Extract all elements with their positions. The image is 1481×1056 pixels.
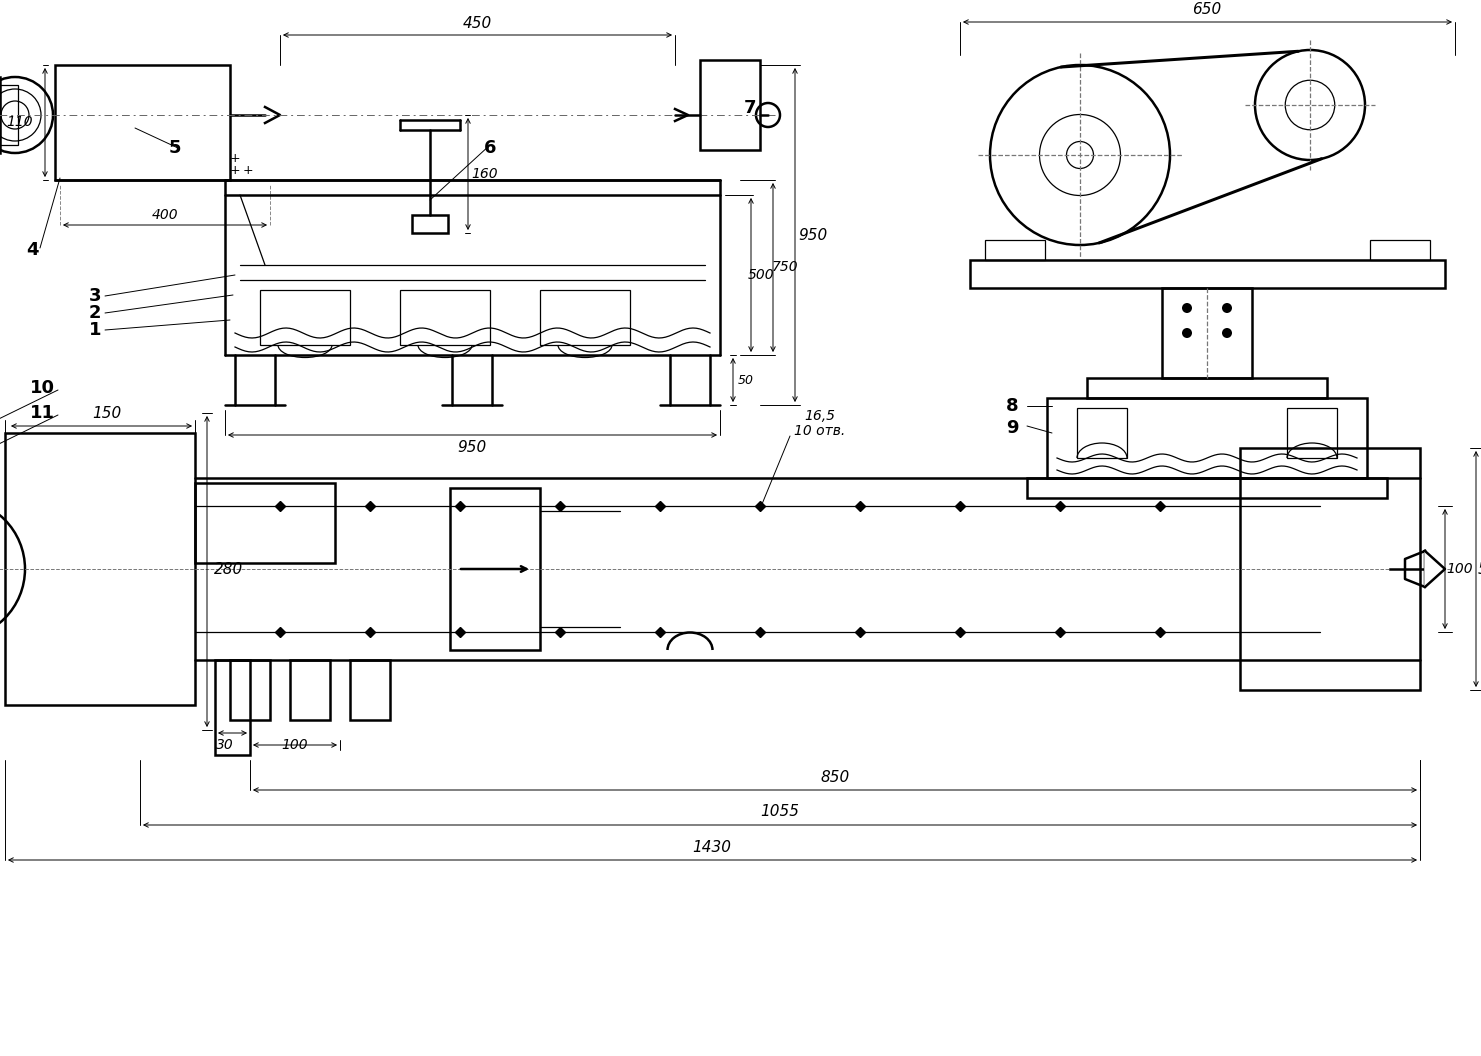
Bar: [55, 65, 230, 180]
Text: 9: 9: [1006, 419, 1019, 437]
Text: 100: 100: [1447, 562, 1474, 576]
Bar: [1163, 288, 1251, 378]
Text: 650: 650: [1192, 2, 1222, 18]
Text: +: +: [230, 164, 240, 176]
Bar: [195, 483, 335, 563]
Bar: [0, 84, 18, 145]
Text: 11: 11: [30, 404, 55, 422]
Text: 280: 280: [215, 562, 244, 577]
Text: 8: 8: [1006, 397, 1019, 415]
Text: 100: 100: [281, 738, 308, 752]
Text: 150: 150: [92, 406, 121, 420]
Circle shape: [1222, 303, 1232, 313]
Text: 750: 750: [772, 260, 798, 274]
Bar: [450, 488, 541, 650]
Text: 400: 400: [151, 208, 178, 222]
Bar: [541, 290, 629, 345]
Bar: [970, 260, 1445, 288]
Text: 500: 500: [748, 268, 775, 282]
Bar: [215, 660, 250, 755]
Text: +: +: [243, 164, 253, 176]
Text: 10 отв.: 10 отв.: [794, 425, 846, 438]
Bar: [350, 660, 390, 720]
Circle shape: [1182, 328, 1192, 338]
Bar: [230, 660, 270, 720]
Text: 450: 450: [462, 16, 492, 31]
Text: 10: 10: [30, 379, 55, 397]
Bar: [1287, 408, 1337, 458]
Bar: [4, 433, 195, 705]
Bar: [1370, 240, 1431, 260]
Bar: [1026, 478, 1388, 498]
Text: 160: 160: [471, 167, 498, 181]
Text: 1: 1: [89, 321, 101, 339]
Text: 1430: 1430: [693, 840, 732, 854]
Text: 2: 2: [89, 304, 101, 322]
Text: +: +: [230, 151, 240, 165]
Text: 500: 500: [1478, 562, 1481, 577]
Text: 50: 50: [738, 374, 754, 386]
Bar: [261, 290, 350, 345]
Circle shape: [1182, 303, 1192, 313]
Text: 110: 110: [6, 115, 33, 129]
Bar: [1047, 398, 1367, 478]
Text: 4: 4: [25, 241, 39, 259]
Text: 5: 5: [169, 139, 181, 157]
Text: 1055: 1055: [761, 805, 800, 819]
Circle shape: [1222, 328, 1232, 338]
Bar: [1240, 448, 1420, 690]
Bar: [1077, 408, 1127, 458]
Bar: [985, 240, 1046, 260]
Text: 30: 30: [216, 738, 234, 752]
Bar: [290, 660, 330, 720]
Bar: [1087, 378, 1327, 398]
Text: 3: 3: [89, 287, 101, 305]
Bar: [412, 215, 447, 233]
Bar: [400, 290, 490, 345]
Text: 950: 950: [798, 227, 828, 243]
Text: 7: 7: [743, 99, 757, 117]
Text: 16,5: 16,5: [804, 409, 835, 423]
Text: 950: 950: [458, 439, 487, 454]
Text: 850: 850: [820, 770, 850, 785]
Bar: [701, 60, 760, 150]
Polygon shape: [1425, 551, 1445, 587]
Text: 6: 6: [484, 139, 496, 157]
